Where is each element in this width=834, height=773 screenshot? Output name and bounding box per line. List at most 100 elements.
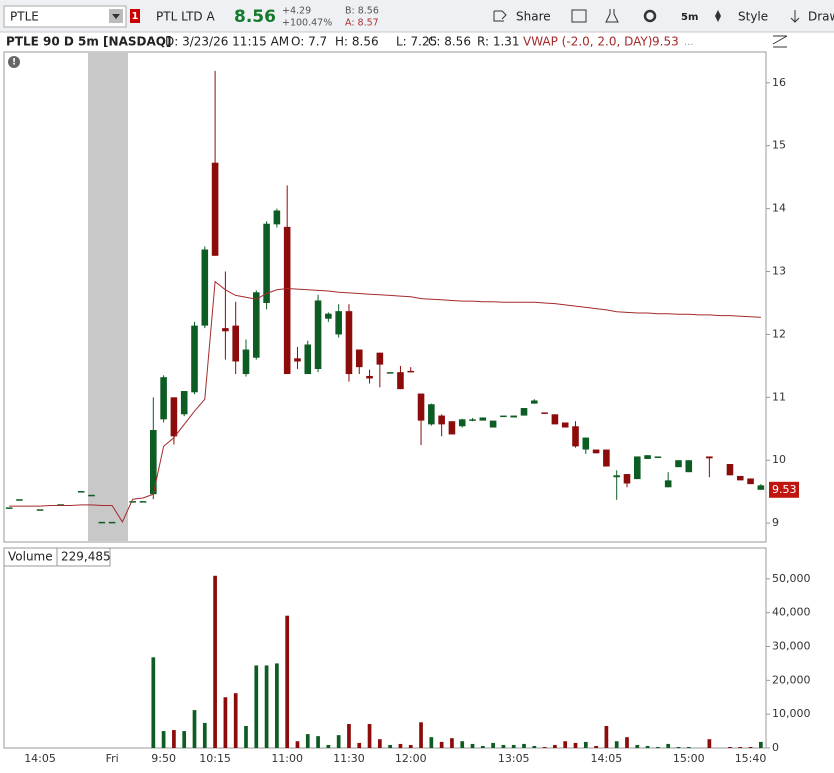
draw-icon[interactable] [790,10,800,23]
volume-bar [625,737,629,748]
timeframe[interactable]: 5m [681,12,698,23]
gear-icon[interactable] [643,9,657,23]
volume-bar [758,741,763,748]
volume-bar [501,744,506,748]
candle-body [757,485,765,490]
last-price-label: 9.53 [772,483,797,496]
volume-bar [748,746,753,748]
volume-bar [460,741,465,748]
volume-bar [666,743,671,748]
volume-bar [614,741,619,748]
candle-body [211,162,219,256]
candle-body [5,507,13,509]
candle-body [222,328,229,332]
share-button[interactable]: Share [516,10,551,24]
bar-high: H: 8.56 [335,35,379,49]
candle-body [36,509,44,511]
candle-body [469,419,476,421]
candle-body [16,499,23,501]
ask: A: 8.57 [345,18,379,29]
change: +4.29 [282,6,311,17]
y-tick-label: 10 [772,453,786,466]
candle-body [150,430,157,495]
alert-icon[interactable] [8,56,20,68]
candle-body [180,391,188,415]
style-button[interactable]: Style [738,10,768,24]
volume-bar [244,726,248,748]
study-more[interactable]: ... [684,37,694,48]
volume-bar [202,722,207,748]
candle-body [541,412,548,414]
x-tick-label: 12:00 [395,752,427,765]
candle-body [376,352,384,365]
candle-body [201,249,209,326]
y-tick-label: 14 [772,202,786,215]
candle-body [561,422,569,428]
premarket-shade [88,53,128,541]
alert-badge[interactable] [130,9,140,23]
candle-body [355,349,363,368]
flask-icon[interactable] [605,9,619,23]
candle-body [252,292,260,358]
candle-body [314,300,322,370]
draw-button[interactable]: Draw [808,10,834,24]
candle-body [108,521,116,524]
bar-low: L: 7.25 [396,35,437,49]
volume-bar [408,744,413,748]
volume-bar [563,741,568,748]
symbol-box[interactable] [3,5,127,28]
candle-body [386,372,394,374]
candle-body [736,475,744,481]
company: PTL LTD A [156,10,215,24]
collapse-icon[interactable] [772,35,788,48]
volume-bar [347,723,351,748]
volume-bar [439,741,444,748]
bar-date: D: 3/23/26 11:15 AM [165,35,289,49]
volume-bar [491,742,495,748]
candle-body [531,400,538,404]
volume-bar [233,693,238,748]
candle-body [77,491,85,493]
y-tick-label: 12 [772,327,786,340]
volume-bar [182,731,187,748]
candle-body [366,375,373,379]
volume-bar [377,739,382,748]
volume-y-tick-label: 10,000 [772,707,811,720]
alert-count: 1 [132,11,139,22]
chart-symbol: PTLE 90 D 5m [NASDAQ] [6,35,171,49]
style-icon[interactable] [715,10,721,22]
x-tick-label: 14:05 [24,752,56,765]
candle-body [520,408,528,416]
volume-total: 229,485 [61,550,111,564]
x-tick-label: 15:00 [673,752,705,765]
candle-body [129,501,137,503]
icon-button[interactable] [571,9,587,23]
volume-bar [686,746,691,748]
volume-y-tick-label: 0 [772,741,779,754]
volume-bar [645,745,650,748]
volume-bar [450,738,454,748]
volume-bar [522,743,526,748]
candle-body [417,393,425,421]
bar-close: C: 8.56 [428,35,471,49]
volume-bar [305,734,310,748]
share-icon[interactable] [493,10,507,22]
volume-y-tick-label: 20,000 [772,673,811,686]
dropdown-arrow [112,14,120,19]
volume-bar [398,743,403,748]
y-tick-label: 16 [772,76,786,89]
volume-bar [583,741,588,748]
volume-bar [470,743,475,748]
symbol[interactable]: PTLE [10,10,39,24]
volume-bar [573,742,578,748]
candle-body [572,426,579,447]
volume-bar [676,746,681,748]
candle-body [325,313,332,319]
candle-body [448,421,456,435]
last-price-box [769,481,799,498]
volume-y-tick-label: 50,000 [772,572,811,585]
study-label: VWAP (-2.0, 2.0, DAY) [523,35,652,49]
candle-body [706,456,713,459]
candle-body [613,475,620,478]
